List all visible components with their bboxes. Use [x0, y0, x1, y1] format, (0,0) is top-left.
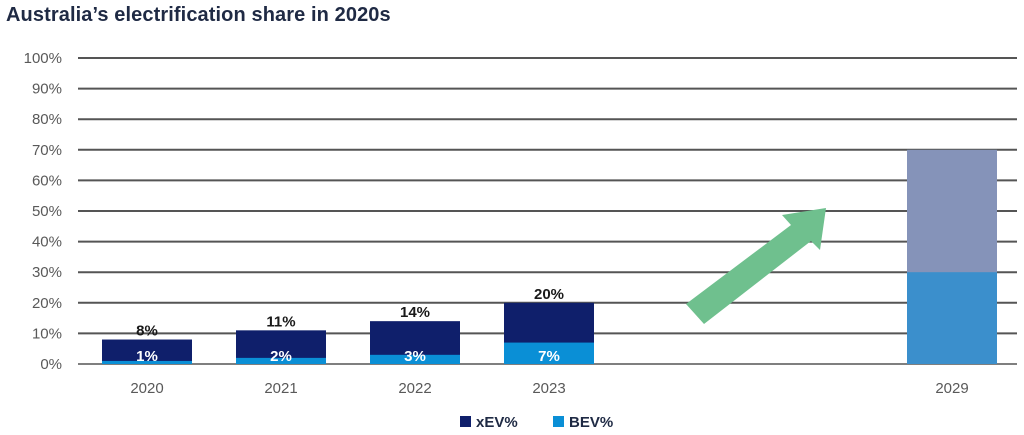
- x-tick-label: 2029: [935, 380, 968, 397]
- y-tick-label: 90%: [32, 81, 62, 98]
- legend-swatch: [553, 416, 564, 427]
- bar-bev-2029: [907, 272, 997, 364]
- y-tick-label: 30%: [32, 264, 62, 281]
- y-tick-label: 10%: [32, 325, 62, 342]
- bar-xev-2020: [102, 339, 192, 364]
- bars: 8% 1% 11% 2% 14% 3% 20% 7%: [102, 149, 997, 365]
- legend-label: BEV%: [569, 414, 613, 431]
- bar-bev-2021: [236, 357, 326, 364]
- data-label-xev: 11%: [266, 313, 295, 330]
- y-tick-label: 100%: [24, 50, 62, 67]
- y-tick-label: 80%: [32, 111, 62, 128]
- x-tick-label: 2022: [398, 380, 431, 397]
- x-tick-label: 2021: [264, 380, 297, 397]
- data-label-bev: 1%: [136, 348, 158, 365]
- data-label-bev: 2%: [270, 348, 292, 365]
- data-label-xev: 14%: [400, 304, 430, 321]
- x-tick-label: 2020: [130, 380, 163, 397]
- data-label-bev: 7%: [538, 348, 560, 365]
- y-tick-label: 50%: [32, 203, 62, 220]
- data-label-bev: 3%: [404, 348, 426, 365]
- data-label-xev: 20%: [534, 286, 564, 303]
- y-tick-label: 70%: [32, 142, 62, 159]
- y-tick-label: 40%: [32, 234, 62, 251]
- bar-bev-2023: [504, 342, 594, 364]
- x-tick-label: 2023: [532, 380, 565, 397]
- legend-label: xEV%: [476, 414, 518, 431]
- x-axis-ticks: 2020 2021 2022 2023 2029: [130, 380, 968, 397]
- y-tick-label: 20%: [32, 295, 62, 312]
- y-tick-label: 60%: [32, 172, 62, 189]
- y-tick-label: 0%: [40, 356, 62, 373]
- data-label-xev: 8%: [136, 323, 158, 340]
- legend: xEV% BEV%: [460, 414, 613, 431]
- bar-bev-2020: [102, 360, 192, 364]
- y-axis-ticks: 0% 10% 20% 30% 40% 50% 60% 70% 80% 90% 100%: [24, 50, 62, 373]
- bar-bev-2022: [370, 354, 460, 364]
- legend-swatch: [460, 416, 471, 427]
- chart-title: Australia’s electrification share in 202…: [6, 4, 391, 26]
- growth-arrow-annotation: [686, 208, 826, 324]
